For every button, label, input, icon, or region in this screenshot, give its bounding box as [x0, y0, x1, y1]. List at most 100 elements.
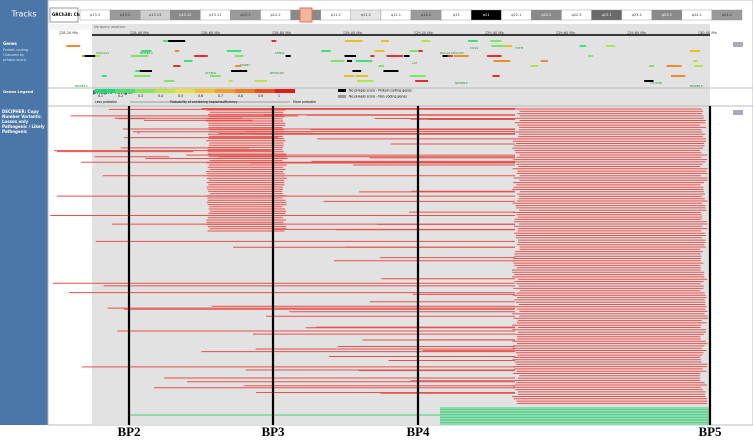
genes-subtitle: pHaplo score	[3, 58, 26, 62]
scale-label: 29.00 Mb	[345, 31, 363, 35]
gene	[271, 40, 277, 42]
gene	[352, 70, 362, 72]
breakpoint-label: BP3	[261, 424, 285, 439]
gene	[491, 45, 505, 47]
gene	[442, 55, 448, 57]
band-label: p13.13	[149, 13, 161, 17]
gene	[380, 40, 389, 42]
genes-title: Genes	[3, 41, 18, 46]
gene	[344, 75, 355, 77]
gene	[409, 50, 419, 52]
legend-tick: 0.9	[258, 94, 263, 98]
gene	[139, 70, 153, 72]
legend-key	[338, 95, 346, 98]
gene	[689, 50, 701, 52]
settings	[733, 42, 743, 47]
gene-label: ATXN2L	[205, 71, 217, 75]
band-label: q23.3	[662, 13, 672, 17]
gene	[415, 80, 429, 82]
band-label: p12.3	[240, 13, 250, 17]
legend-swatch	[115, 89, 135, 93]
band-label: q22.3	[571, 13, 581, 17]
gene	[231, 70, 248, 72]
tracks-menu[interactable]: Tracks	[10, 10, 36, 19]
gene-label: LAT	[412, 61, 418, 65]
legend-less: Less probable	[95, 100, 117, 104]
legend-swatch	[135, 89, 155, 93]
gene	[101, 75, 107, 77]
gene	[370, 55, 375, 57]
band-label: p13.3	[90, 13, 100, 17]
gene	[141, 50, 152, 52]
breakpoint-label: BP4	[406, 424, 430, 439]
gene	[330, 60, 345, 62]
gene	[346, 60, 353, 62]
scale-label: 29.80 Mb	[629, 31, 647, 35]
band-label: q12.2	[421, 13, 431, 17]
legend-swatch	[175, 89, 195, 93]
legend-swatch	[195, 89, 215, 93]
genes-subtitle: Coloured by	[3, 53, 24, 57]
gene	[164, 80, 175, 82]
legend-tick: 0.4	[158, 94, 163, 98]
legend-key	[338, 89, 346, 92]
legend-title: Genes Legend	[3, 89, 34, 94]
gene	[416, 50, 423, 52]
legend-tick: 0.5	[178, 94, 183, 98]
gene	[493, 60, 511, 62]
band-label: p12.2	[271, 13, 281, 17]
legend-swatch	[255, 89, 275, 93]
gene	[409, 75, 426, 77]
band-label: q23.1	[602, 13, 612, 17]
band-label: p13.11	[209, 13, 221, 17]
gene	[692, 60, 698, 62]
gene	[321, 50, 331, 52]
assembly: GRCh38: Chr 16	[52, 12, 89, 17]
gene	[649, 65, 655, 67]
legend-tick: 0.3	[138, 94, 143, 98]
legend-key-label: No pHaplo score - Protein coding genes	[349, 89, 412, 93]
band-label: q24.2	[722, 13, 732, 17]
scale-label: 28.20 Mb	[61, 31, 79, 35]
cnv-title-box: DECIPHER: Copy Number Variants: Losses o…	[2, 109, 45, 134]
legend-swatch	[95, 89, 115, 93]
legend-swatch	[275, 89, 295, 93]
gene	[344, 40, 363, 42]
gene	[587, 55, 593, 57]
gene	[453, 55, 469, 57]
legend-tick: 0.6	[198, 94, 203, 98]
legend-swatch	[155, 89, 175, 93]
gene	[378, 65, 385, 67]
band	[711, 9, 743, 21]
gene	[374, 50, 385, 52]
band-label: q23.2	[632, 13, 642, 17]
scale-label: 28.40 Mb	[132, 31, 150, 35]
gene	[228, 80, 233, 82]
band-label: q24.1	[692, 13, 702, 17]
breakpoint-label: BP5	[698, 424, 722, 439]
band-label: q22.1	[511, 13, 521, 17]
gene	[579, 45, 586, 47]
band-label: q12.1	[391, 13, 401, 17]
gene	[487, 55, 502, 57]
cnv-title-text: DECIPHER: Copy Number Variants: Losses o…	[2, 109, 45, 134]
scale-label: 28.80 Mb	[274, 31, 292, 35]
gene	[84, 55, 96, 57]
gene	[606, 45, 616, 47]
band-label: p13.12	[179, 13, 191, 17]
sidebar	[0, 0, 48, 425]
gene-label: BOLA2-SMG1P6	[440, 51, 464, 55]
legend-tick: 1	[278, 94, 280, 98]
breakpoint-label: BP2	[117, 424, 140, 439]
gene-label: TUFM	[514, 46, 524, 50]
band-label: q13	[453, 13, 460, 17]
view-marker	[299, 7, 313, 23]
band-label: p13.2	[120, 13, 130, 17]
gene-label: SULT1A3	[96, 51, 109, 55]
gene	[344, 55, 357, 57]
gene	[168, 40, 186, 42]
gene	[235, 65, 242, 67]
legend-tick: 0.1	[98, 94, 103, 98]
gene	[234, 55, 244, 57]
gene-label: NPIPB13	[140, 51, 153, 55]
